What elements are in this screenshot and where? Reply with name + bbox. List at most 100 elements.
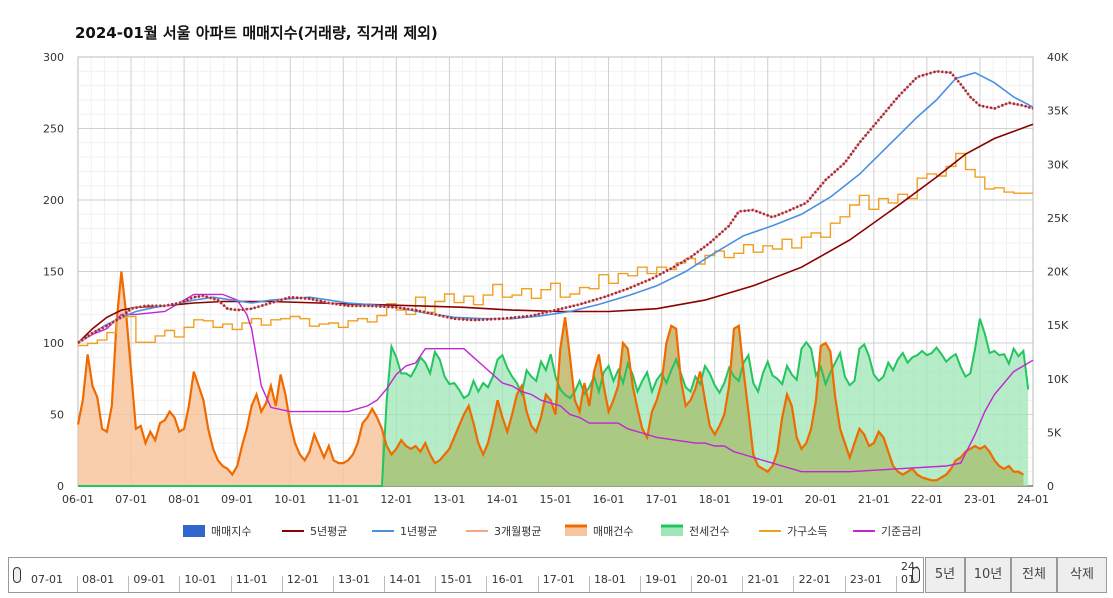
slider-tick-mark xyxy=(742,576,744,592)
x-tick-label: 19-01 xyxy=(752,493,784,506)
legend-item: 1년평균 xyxy=(372,525,437,538)
slider-tick-label: 16-01 xyxy=(491,573,524,586)
slider-tick-mark xyxy=(639,576,641,592)
range-buttons: 5년 10년 전체 삭제 xyxy=(925,557,1107,593)
x-tick-label: 23-01 xyxy=(964,493,996,506)
slider-tick-mark xyxy=(844,576,846,592)
right-tick-label: 30K xyxy=(1047,158,1069,171)
slider-tick-label: 21-01 xyxy=(747,573,780,586)
slider-tick-label: 17-01 xyxy=(542,573,575,586)
slider-tick-label: 08-01 xyxy=(82,573,115,586)
range-5y-button[interactable]: 5년 xyxy=(925,557,965,593)
x-tick-label: 06-01 xyxy=(62,493,94,506)
slider-tick-mark xyxy=(384,576,386,592)
range-end-handle[interactable] xyxy=(912,567,920,583)
legend-item: 기준금리 xyxy=(853,525,921,538)
slider-tick-mark xyxy=(435,576,437,592)
overlap-area xyxy=(381,317,1024,486)
legend-label: 전세건수 xyxy=(689,525,729,538)
slider-tick-mark xyxy=(537,576,539,592)
range-all-button[interactable]: 전체 xyxy=(1011,557,1057,593)
slider-tick-mark xyxy=(588,576,590,592)
range-10y-button[interactable]: 10년 xyxy=(965,557,1011,593)
right-tick-label: 10K xyxy=(1047,373,1069,386)
x-tick-label: 24-01 xyxy=(1017,493,1049,506)
right-tick-label: 35K xyxy=(1047,105,1069,118)
left-tick-label: 300 xyxy=(43,51,64,64)
x-tick-label: 14-01 xyxy=(486,493,518,506)
right-tick-label: 40K xyxy=(1047,51,1069,64)
right-tick-label: 15K xyxy=(1047,319,1069,332)
left-tick-label: 100 xyxy=(43,337,64,350)
slider-tick-label: 13-01 xyxy=(338,573,371,586)
slider-tick-mark xyxy=(332,576,334,592)
right-tick-label: 20K xyxy=(1047,266,1069,279)
left-tick-label: 200 xyxy=(43,194,64,207)
slider-tick-mark xyxy=(128,576,130,592)
legend-item: 3개월평균 xyxy=(466,525,541,538)
range-slider[interactable]: 07-01 08-01 09-01 10-01 11-01 12-01 13-01 14-01… xyxy=(8,557,948,593)
income-line xyxy=(78,152,1033,347)
legend-label: 3개월평균 xyxy=(494,525,541,538)
slider-tick-label: 10-01 xyxy=(184,573,217,586)
left-tick-label: 0 xyxy=(57,480,64,493)
slider-tick-mark xyxy=(230,576,232,592)
range-start-handle[interactable] xyxy=(13,567,21,583)
legend-label: 기준금리 xyxy=(881,525,921,538)
chart-svg: 0 50 100 150 200 250 300 0 5K 10K 15K 20K 25K 30K 35K 4… xyxy=(43,51,1069,538)
slider-tick-label: 09-01 xyxy=(133,573,166,586)
slider-tick-label: 24-01 xyxy=(901,560,919,586)
x-tick-label: 12-01 xyxy=(380,493,412,506)
slider-tick-mark xyxy=(179,576,181,592)
right-tick-label: 0 xyxy=(1047,480,1054,493)
left-tick-label: 50 xyxy=(50,409,64,422)
legend-label: 가구소득 xyxy=(787,525,827,538)
index-blue-dots xyxy=(77,70,1034,344)
slider-tick-mark xyxy=(895,576,897,592)
left-tick-label: 250 xyxy=(43,123,64,136)
index-dotted-line xyxy=(77,69,1034,345)
rate-line xyxy=(77,293,1034,473)
x-tick-label: 09-01 xyxy=(221,493,253,506)
x-tick-label: 20-01 xyxy=(805,493,837,506)
slider-tick-label: 11-01 xyxy=(235,573,268,586)
slider-tick-mark xyxy=(793,576,795,592)
x-tick-label: 13-01 xyxy=(433,493,465,506)
ma5-line xyxy=(77,123,1034,344)
legend-item: 매매지수 xyxy=(183,525,251,538)
slider-tick-label: 23-01 xyxy=(849,573,882,586)
x-tick-label: 17-01 xyxy=(646,493,678,506)
legend-item: 가구소득 xyxy=(759,525,827,538)
legend-item: 5년평균 xyxy=(282,525,347,538)
legend-item: 전세건수 xyxy=(661,524,729,538)
x-tick-label: 22-01 xyxy=(911,493,943,506)
x-tick-label: 07-01 xyxy=(115,493,147,506)
right-tick-label: 5K xyxy=(1047,426,1062,439)
legend-label: 1년평균 xyxy=(400,525,437,538)
legend-label: 매매지수 xyxy=(211,525,251,538)
x-tick-label: 21-01 xyxy=(858,493,890,506)
x-tick-label: 16-01 xyxy=(593,493,625,506)
slider-tick-label: 14-01 xyxy=(389,573,422,586)
delete-button[interactable]: 삭제 xyxy=(1057,557,1107,593)
legend-item: 매매건수 xyxy=(565,524,633,538)
slider-tick-mark xyxy=(281,576,283,592)
legend-swatch xyxy=(661,526,683,536)
left-tick-label: 150 xyxy=(43,266,64,279)
x-tick-label: 15-01 xyxy=(540,493,572,506)
legend-label: 5년평균 xyxy=(310,525,347,538)
slider-tick-label: 15-01 xyxy=(440,573,473,586)
x-tick-label: 11-01 xyxy=(327,493,359,506)
slider-tick-label: 18-01 xyxy=(593,573,626,586)
slider-tick-label: 07-01 xyxy=(31,573,63,586)
x-tick-label: 18-01 xyxy=(699,493,731,506)
chart-title: 2024-01월 서울 아파트 매매지수(거래량, 직거래 제외) xyxy=(75,24,438,42)
legend-label: 매매건수 xyxy=(593,525,633,538)
legend-swatch xyxy=(183,525,205,537)
right-tick-label: 25K xyxy=(1047,212,1069,225)
slider-tick-mark xyxy=(486,576,488,592)
legend-swatch xyxy=(565,526,587,536)
slider-tick-label: 12-01 xyxy=(286,573,319,586)
sales-line xyxy=(76,271,1024,482)
